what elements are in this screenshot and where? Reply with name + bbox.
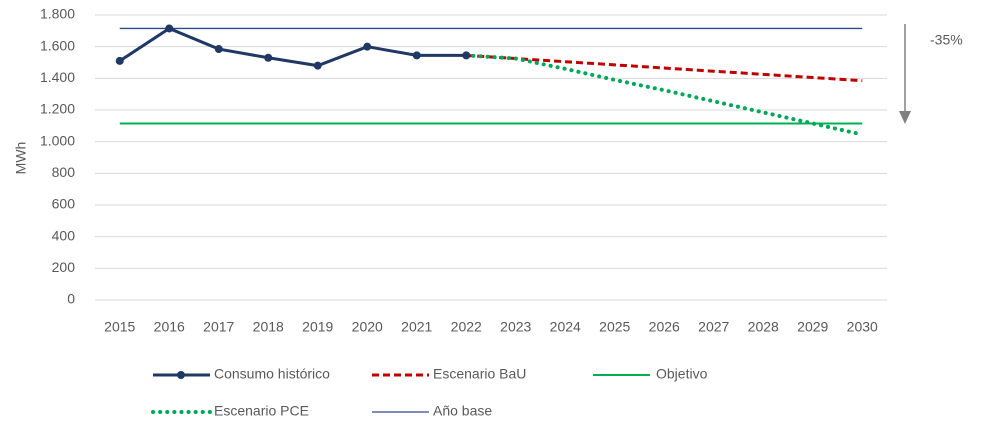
- x-tick-label: 2023: [500, 319, 531, 335]
- legend-label: Escenario BaU: [433, 366, 526, 382]
- x-tick-label: 2020: [352, 319, 383, 335]
- series-line: [466, 53, 863, 83]
- x-tick-label: 2028: [748, 319, 779, 335]
- marker: [313, 61, 322, 70]
- arrow-head: [899, 111, 911, 124]
- x-tick-label: 2017: [203, 319, 234, 335]
- marker: [264, 53, 273, 62]
- y-tick-label: 1.800: [40, 6, 75, 22]
- marker: [363, 42, 372, 51]
- legend-marker: [177, 371, 185, 379]
- x-tick-label: 2030: [847, 319, 878, 335]
- legend-label: Objetivo: [656, 366, 708, 382]
- x-tick-label: 2024: [550, 319, 581, 335]
- marker: [115, 56, 124, 65]
- x-tick-label: 2027: [698, 319, 729, 335]
- x-tick-label: 2015: [104, 319, 135, 335]
- x-tick-label: 2026: [649, 319, 680, 335]
- x-tick-label: 2018: [253, 319, 284, 335]
- x-tick-label: 2021: [401, 319, 432, 335]
- x-tick-label: 2025: [599, 319, 630, 335]
- legend-label: Año base: [433, 403, 492, 419]
- y-tick-label: 800: [52, 164, 76, 180]
- marker: [462, 51, 471, 60]
- y-tick-label: 600: [52, 196, 76, 212]
- legend-label: Escenario PCE: [214, 403, 309, 419]
- y-tick-label: 1.400: [40, 69, 75, 85]
- marker: [412, 51, 421, 60]
- marker: [214, 45, 223, 54]
- y-tick-label: 400: [52, 227, 76, 243]
- y-tick-label: 0: [67, 291, 75, 307]
- y-tick-label: 1.200: [40, 101, 75, 117]
- y-tick-label: 200: [52, 259, 76, 275]
- y-tick-label: 1.600: [40, 37, 75, 53]
- x-tick-label: 2019: [302, 319, 333, 335]
- marker: [165, 24, 174, 33]
- legend-label: Consumo histórico: [214, 366, 330, 382]
- y-axis-label: MWh: [13, 142, 29, 175]
- x-tick-label: 2029: [797, 319, 828, 335]
- x-tick-label: 2022: [451, 319, 482, 335]
- x-tick-label: 2016: [154, 319, 185, 335]
- annotation: -35%: [930, 32, 963, 48]
- series-line: [118, 26, 467, 68]
- y-tick-label: 1.000: [40, 132, 75, 148]
